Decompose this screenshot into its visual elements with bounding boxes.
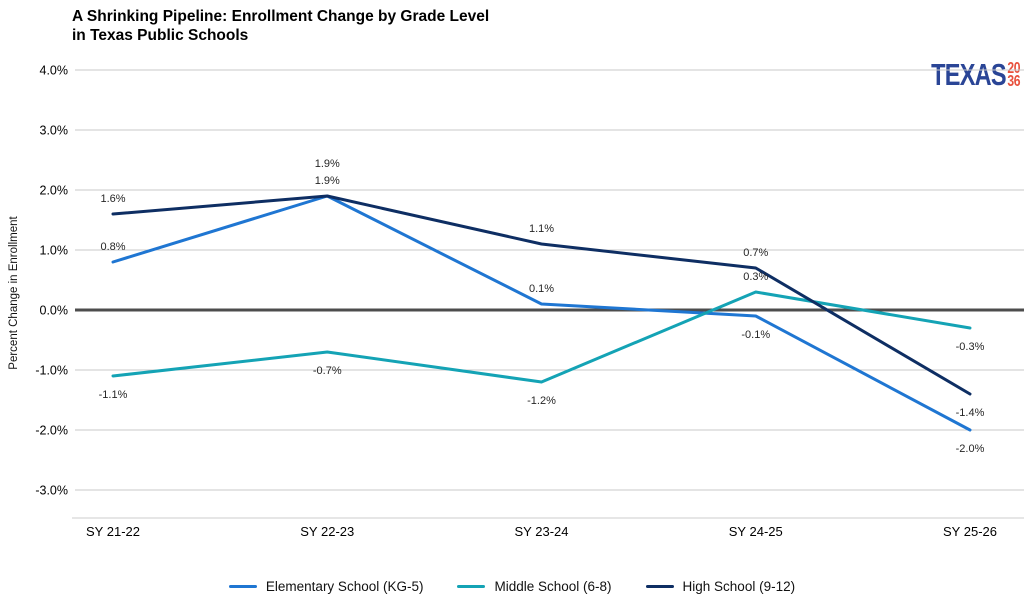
y-tick-label: 4.0%: [40, 64, 69, 78]
x-tick-label: SY 24-25: [729, 524, 783, 539]
y-tick-label: 0.0%: [40, 304, 69, 318]
y-tick-label: 3.0%: [40, 124, 69, 138]
series-line-high-school-9-12: [111, 194, 972, 396]
legend-label-middle: Middle School (6-8): [494, 579, 612, 594]
legend-swatch-middle: [457, 584, 486, 589]
data-label: -0.1%: [741, 329, 770, 341]
data-label: 1.9%: [315, 158, 340, 170]
y-tick-label: 2.0%: [40, 184, 69, 198]
texas-2036-logo: TEXAS 20 36: [930, 57, 1020, 92]
x-tick-label: SY 23-24: [515, 524, 569, 539]
data-label: 1.9%: [315, 175, 340, 187]
logo-year-top: 20: [1007, 59, 1020, 77]
y-tick-label: 1.0%: [40, 244, 69, 258]
legend-swatch-high: [645, 584, 674, 589]
logo-years: 20 36: [1007, 59, 1020, 90]
legend-item-middle: Middle School (6-8): [457, 579, 612, 594]
legend-item-elementary: Elementary School (KG-5): [228, 579, 424, 594]
legend: Elementary School (KG-5) Middle School (…: [0, 579, 1024, 594]
chart-title: A Shrinking Pipeline: Enrollment Change …: [72, 7, 489, 45]
data-label: -0.7%: [313, 365, 342, 377]
x-tick-label: SY 22-23: [300, 524, 354, 539]
data-label: 1.1%: [529, 223, 554, 235]
legend-label-high: High School (9-12): [682, 579, 796, 594]
data-label: 0.3%: [743, 271, 768, 283]
data-label: -1.1%: [99, 389, 128, 401]
legend-label-elementary: Elementary School (KG-5): [265, 579, 424, 594]
y-tick-label: -1.0%: [35, 364, 68, 378]
logo-year-bottom: 36: [1007, 73, 1020, 90]
data-label: 1.6%: [100, 193, 125, 205]
x-tick-label: SY 21-22: [86, 524, 140, 539]
data-label: 0.1%: [529, 283, 554, 295]
data-label: -2.0%: [956, 443, 985, 455]
y-tick-label: -3.0%: [35, 484, 68, 498]
data-label: -1.4%: [956, 407, 985, 419]
legend-swatch-elementary: [228, 584, 257, 589]
series-line-elementary-school-kg-5: [111, 194, 972, 432]
data-label: -1.2%: [527, 395, 556, 407]
data-label: 0.7%: [743, 247, 768, 259]
series-line-middle-school-6-8: [111, 290, 972, 384]
data-label: -0.3%: [956, 341, 985, 353]
logo-texas-text: TEXAS: [930, 57, 1007, 92]
data-label: 0.8%: [100, 241, 125, 253]
legend-item-high: High School (9-12): [645, 579, 796, 594]
chart-title-line1: A Shrinking Pipeline: Enrollment Change …: [72, 8, 490, 25]
y-tick-label: -2.0%: [35, 424, 68, 438]
chart-title-line2: in Texas Public Schools: [72, 27, 249, 44]
x-tick-label: SY 25-26: [943, 524, 997, 539]
